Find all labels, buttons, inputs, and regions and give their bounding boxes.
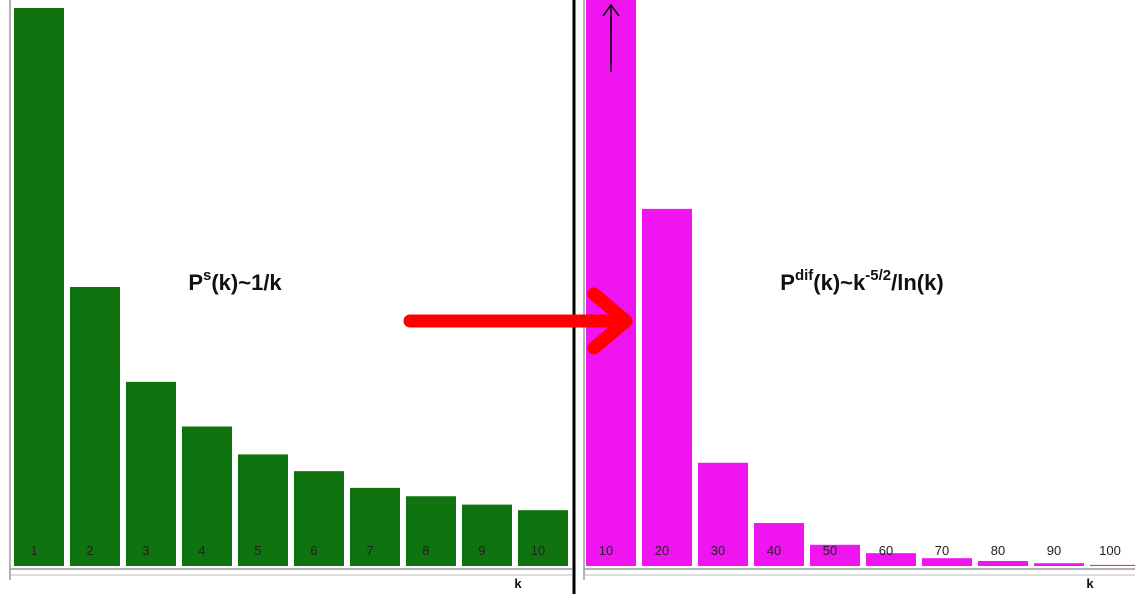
x-tick-label: 6 <box>310 543 317 558</box>
formula-part: P <box>188 270 203 295</box>
bar <box>70 287 120 566</box>
bar <box>642 208 692 566</box>
bar <box>518 510 568 566</box>
bar <box>1034 563 1084 566</box>
bar <box>182 426 232 566</box>
x-tick-label: 4 <box>198 543 205 558</box>
formula-superscript: dif <box>795 267 814 284</box>
bar <box>922 558 972 566</box>
x-tick-label: 50 <box>823 543 837 558</box>
x-tick-label: 10 <box>599 543 613 558</box>
bar <box>294 471 344 566</box>
x-tick-label: 10 <box>531 543 545 558</box>
overflow-arrow-head <box>602 3 620 17</box>
bar <box>126 381 176 566</box>
formula-superscript: s <box>203 267 211 284</box>
bar <box>14 8 64 566</box>
x-tick-label: 40 <box>767 543 781 558</box>
right-panel: 10 20 30 40 50 60 70 80 90 100 k Pdif(k)~k-5/2/ln(k… <box>583 0 1135 591</box>
x-tick-label: 80 <box>991 543 1005 558</box>
bar <box>406 496 456 566</box>
bar <box>586 0 636 566</box>
formula: Ps(k)~1/k <box>188 267 282 295</box>
x-tick-label: 5 <box>254 543 261 558</box>
x-axis-label: k <box>1086 576 1094 591</box>
bar <box>1090 564 1135 566</box>
bar <box>350 487 400 566</box>
transition-arrow-head <box>587 287 633 355</box>
x-tick-label: 9 <box>478 543 485 558</box>
bar <box>978 560 1028 566</box>
x-axis-label: k <box>514 576 522 591</box>
bar <box>462 504 512 566</box>
formula-part: P <box>780 270 795 295</box>
x-tick-label: 1 <box>30 543 37 558</box>
formula-part: /ln(k) <box>891 270 944 295</box>
bar <box>810 544 860 566</box>
x-tick-label: 60 <box>879 543 893 558</box>
x-tick-label: 70 <box>935 543 949 558</box>
formula-part: (k)~k <box>813 270 866 295</box>
bar <box>238 454 288 566</box>
x-tick-label: 3 <box>142 543 149 558</box>
x-tick-label: 2 <box>86 543 93 558</box>
x-tick-label: 20 <box>655 543 669 558</box>
formula-part: (k)~1/k <box>211 270 282 295</box>
left-panel: 1 2 3 4 5 6 7 8 9 10 k Ps(k)~1/k <box>9 0 572 591</box>
x-tick-label: 7 <box>366 543 373 558</box>
x-tick-label: 90 <box>1047 543 1061 558</box>
formula-superscript: -5/2 <box>865 267 891 284</box>
x-tick-label: 8 <box>422 543 429 558</box>
bar <box>866 553 916 566</box>
formula: Pdif(k)~k-5/2/ln(k) <box>780 267 943 295</box>
bar <box>698 462 748 566</box>
x-tick-label: 100 <box>1099 543 1121 558</box>
bar <box>754 523 804 566</box>
x-tick-label: 30 <box>711 543 725 558</box>
